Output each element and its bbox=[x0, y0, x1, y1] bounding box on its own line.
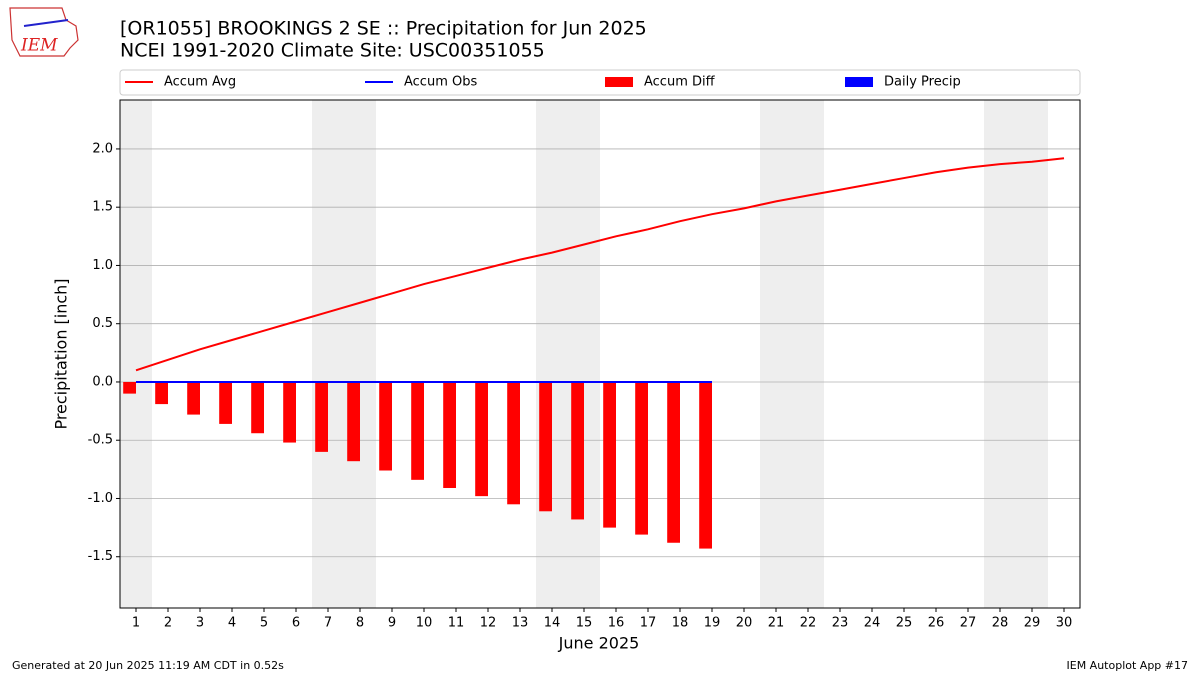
bar bbox=[667, 381, 680, 543]
weekend-band bbox=[568, 100, 600, 608]
x-tick-label: 1 bbox=[132, 616, 140, 631]
x-tick-label: 17 bbox=[640, 616, 657, 631]
legend-label: Accum Diff bbox=[644, 75, 716, 90]
x-tick-label: 23 bbox=[832, 616, 849, 631]
legend-label: Accum Avg bbox=[164, 75, 236, 90]
x-tick-label: 14 bbox=[544, 616, 561, 631]
x-tick-label: 28 bbox=[992, 616, 1009, 631]
bar bbox=[475, 381, 488, 497]
y-tick-label: 0.5 bbox=[92, 316, 113, 331]
weekend-band bbox=[984, 100, 1016, 608]
x-tick-label: 3 bbox=[196, 616, 204, 631]
x-tick-label: 6 bbox=[292, 616, 300, 631]
bar bbox=[443, 381, 456, 488]
x-tick-label: 21 bbox=[768, 616, 785, 631]
y-tick-label: 2.0 bbox=[92, 141, 113, 156]
bar bbox=[571, 381, 584, 520]
bar bbox=[155, 381, 168, 405]
x-tick-label: 16 bbox=[608, 616, 625, 631]
bar bbox=[507, 381, 520, 505]
logo: IEM bbox=[9, 7, 79, 57]
legend-label: Accum Obs bbox=[404, 75, 477, 90]
chart-subtitle: NCEI 1991-2020 Climate Site: USC00351055 bbox=[120, 40, 545, 62]
bar bbox=[635, 381, 648, 535]
x-tick-label: 4 bbox=[228, 616, 236, 631]
legend-swatch bbox=[845, 77, 873, 87]
weekend-band bbox=[1016, 100, 1048, 608]
x-tick-label: 27 bbox=[960, 616, 977, 631]
x-tick-label: 18 bbox=[672, 616, 689, 631]
chart-title: [OR1055] BROOKINGS 2 SE :: Precipitation… bbox=[120, 18, 647, 40]
plot-area bbox=[120, 100, 1080, 608]
logo-line bbox=[23, 19, 69, 27]
bar bbox=[219, 381, 232, 424]
bar bbox=[603, 381, 616, 528]
x-tick-label: 20 bbox=[736, 616, 753, 631]
bar bbox=[699, 381, 712, 549]
bar bbox=[251, 381, 264, 434]
x-tick-label: 5 bbox=[260, 616, 268, 631]
x-tick-label: 9 bbox=[388, 616, 396, 631]
bar bbox=[347, 381, 360, 462]
x-tick-label: 12 bbox=[480, 616, 497, 631]
bar bbox=[539, 381, 552, 512]
bar bbox=[187, 381, 200, 415]
x-axis-label: June 2025 bbox=[558, 634, 640, 653]
x-tick-label: 11 bbox=[448, 616, 465, 631]
x-tick-label: 24 bbox=[864, 616, 881, 631]
plot-frame bbox=[119, 99, 1081, 609]
y-tick-label: -1.5 bbox=[88, 549, 113, 564]
bar bbox=[411, 381, 424, 480]
x-tick-label: 19 bbox=[704, 616, 721, 631]
x-tick-label: 8 bbox=[356, 616, 364, 631]
y-tick-label: 1.5 bbox=[92, 200, 113, 215]
x-tick-label: 13 bbox=[512, 616, 529, 631]
line bbox=[135, 157, 1065, 372]
x-tick-label: 10 bbox=[416, 616, 433, 631]
weekend-band bbox=[120, 100, 152, 608]
x-tick-label: 15 bbox=[576, 616, 593, 631]
weekend-band bbox=[344, 100, 376, 608]
bar bbox=[123, 381, 136, 394]
weekend-band bbox=[760, 100, 792, 608]
x-tick-label: 29 bbox=[1024, 616, 1041, 631]
logo-text: IEM bbox=[20, 36, 58, 56]
legend-box bbox=[119, 69, 1081, 96]
x-tick-label: 7 bbox=[324, 616, 332, 631]
weekend-band bbox=[312, 100, 344, 608]
weekend-band bbox=[536, 100, 568, 608]
x-tick-label: 25 bbox=[896, 616, 913, 631]
footer-left: Generated at 20 Jun 2025 11:19 AM CDT in… bbox=[12, 659, 284, 672]
y-tick-label: 0.0 bbox=[92, 374, 113, 389]
y-tick-label: -0.5 bbox=[88, 433, 113, 448]
bar bbox=[283, 381, 296, 443]
bar bbox=[379, 381, 392, 471]
x-tick-label: 22 bbox=[800, 616, 817, 631]
x-tick-label: 26 bbox=[928, 616, 945, 631]
y-tick-label: 1.0 bbox=[92, 258, 113, 273]
x-tick-label: 2 bbox=[164, 616, 172, 631]
bar bbox=[315, 381, 328, 452]
legend-label: Daily Precip bbox=[884, 75, 961, 90]
footer-right: IEM Autoplot App #17 bbox=[1067, 659, 1189, 672]
weekend-band bbox=[792, 100, 824, 608]
y-axis-label: Precipitation [inch] bbox=[52, 278, 71, 429]
y-tick-label: -1.0 bbox=[88, 491, 113, 506]
x-tick-label: 30 bbox=[1056, 616, 1073, 631]
legend-swatch bbox=[605, 77, 633, 87]
